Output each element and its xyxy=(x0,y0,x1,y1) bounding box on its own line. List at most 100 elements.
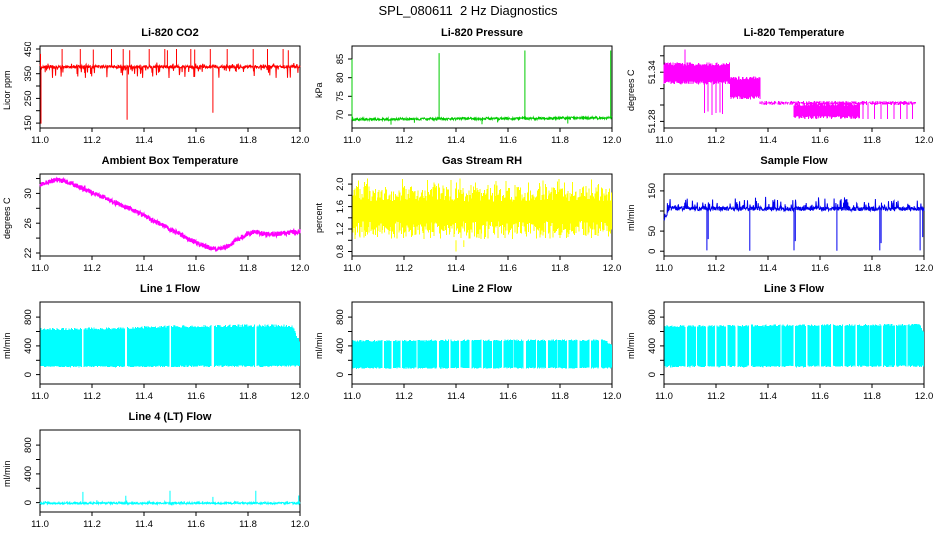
panel-title: Ambient Box Temperature xyxy=(101,155,239,167)
panel-title: Line 1 Flow xyxy=(140,283,200,295)
line-3-flow-plot: 11.0 11.2 11.4 11.6 11.8 12.0 0 400 800 xyxy=(647,301,934,402)
svg-text:11.8: 11.8 xyxy=(863,391,881,402)
svg-text:11.8: 11.8 xyxy=(239,263,257,274)
svg-text:250: 250 xyxy=(23,90,34,106)
svg-text:150: 150 xyxy=(23,115,34,131)
li-820-pressure-plot: 11.0 11.2 11.4 11.6 11.8 12.0 70 75 80 85 xyxy=(335,45,622,146)
sample-flow-plot: 11.0 11.2 11.4 11.6 11.8 12.0 0 50 150 xyxy=(647,173,934,274)
svg-text:11.2: 11.2 xyxy=(395,263,413,274)
svg-text:11.6: 11.6 xyxy=(499,263,517,274)
svg-text:11.8: 11.8 xyxy=(239,519,257,530)
svg-text:22: 22 xyxy=(23,248,34,259)
panel-title: Line 3 Flow xyxy=(764,283,824,295)
li-820-co2-plot: 11.0 11.2 11.4 11.6 11.8 12.0 150 250 350 450 xyxy=(23,42,310,146)
svg-text:12.0: 12.0 xyxy=(603,391,622,402)
svg-text:11.2: 11.2 xyxy=(707,135,725,146)
svg-text:11.6: 11.6 xyxy=(811,135,829,146)
svg-text:11.6: 11.6 xyxy=(499,391,517,402)
line-4-lt-flow-plot: 11.0 11.2 11.4 11.6 11.8 12.0 0 400 800 xyxy=(23,429,310,530)
svg-text:150: 150 xyxy=(647,183,658,199)
svg-text:350: 350 xyxy=(23,66,34,82)
panel-title: Li-820 CO2 xyxy=(141,27,199,39)
svg-text:26: 26 xyxy=(23,218,34,229)
panel-line-3-flow: Line 3 Flow ml/min 11.0 11.2 11.4 11.6 11.8 1… xyxy=(624,282,936,410)
svg-text:0: 0 xyxy=(647,249,658,254)
panel-title: Gas Stream RH xyxy=(441,155,523,167)
svg-text:11.2: 11.2 xyxy=(83,391,101,402)
svg-text:30: 30 xyxy=(23,188,34,199)
svg-text:11.4: 11.4 xyxy=(759,263,777,274)
svg-text:12.0: 12.0 xyxy=(603,135,622,146)
svg-text:11.2: 11.2 xyxy=(395,135,413,146)
svg-text:11.2: 11.2 xyxy=(707,263,725,274)
svg-text:12.0: 12.0 xyxy=(603,263,622,274)
panel-gas-stream-rh: Gas Stream RH percent 11.0 11.2 11.4 11.6 11… xyxy=(312,154,624,282)
svg-text:11.0: 11.0 xyxy=(655,391,673,402)
svg-text:800: 800 xyxy=(647,309,658,325)
svg-text:11.6: 11.6 xyxy=(187,263,205,274)
panel-li-820-temperature: Li-820 Temperature degrees C 11.0 11.2 11.… xyxy=(624,26,936,154)
svg-text:11.0: 11.0 xyxy=(655,263,673,274)
svg-text:11.4: 11.4 xyxy=(447,391,465,402)
svg-text:450: 450 xyxy=(23,42,34,57)
svg-text:75: 75 xyxy=(335,91,346,102)
svg-text:1.2: 1.2 xyxy=(335,222,346,235)
svg-text:11.8: 11.8 xyxy=(239,135,257,146)
svg-text:11.6: 11.6 xyxy=(811,391,829,402)
svg-text:12.0: 12.0 xyxy=(291,519,310,530)
svg-text:11.8: 11.8 xyxy=(863,135,881,146)
svg-text:11.6: 11.6 xyxy=(811,263,829,274)
svg-text:11.8: 11.8 xyxy=(551,263,569,274)
svg-text:11.0: 11.0 xyxy=(343,135,361,146)
svg-text:11.8: 11.8 xyxy=(551,135,569,146)
gas-stream-rh-plot: 11.0 11.2 11.4 11.6 11.8 12.0 0.8 1.2 1.6 2.0 xyxy=(335,173,622,274)
svg-text:12.0: 12.0 xyxy=(915,263,934,274)
svg-text:11.0: 11.0 xyxy=(343,391,361,402)
svg-text:12.0: 12.0 xyxy=(291,263,310,274)
svg-text:400: 400 xyxy=(647,338,658,354)
svg-text:11.6: 11.6 xyxy=(499,135,517,146)
svg-text:11.6: 11.6 xyxy=(187,135,205,146)
svg-text:11.0: 11.0 xyxy=(31,391,49,402)
svg-text:12.0: 12.0 xyxy=(291,391,310,402)
svg-text:11.4: 11.4 xyxy=(447,263,465,274)
svg-text:12.0: 12.0 xyxy=(291,135,310,146)
svg-text:50: 50 xyxy=(647,226,658,237)
svg-text:85: 85 xyxy=(335,54,346,65)
panel-li-820-pressure: Li-820 Pressure kPa 11.0 11.2 11.4 11.6 11.8… xyxy=(312,26,624,154)
panel-li-820-co2: Li-820 CO2 Licor ppm 11.0 11.2 11.4 11.6 11.… xyxy=(0,26,312,154)
panel-line-2-flow: Line 2 Flow ml/min 11.0 11.2 11.4 11.6 11.8 1… xyxy=(312,282,624,410)
svg-text:0: 0 xyxy=(23,500,34,505)
svg-text:51.34: 51.34 xyxy=(647,60,658,84)
panel-line-4-lt-flow: Line 4 (LT) Flow ml/min 11.0 11.2 11.4 11.6… xyxy=(0,410,312,538)
line-1-flow-plot: 11.0 11.2 11.4 11.6 11.8 12.0 0 400 800 xyxy=(23,301,310,402)
svg-text:11.4: 11.4 xyxy=(135,263,153,274)
svg-text:400: 400 xyxy=(23,338,34,354)
svg-text:11.4: 11.4 xyxy=(135,135,153,146)
svg-text:51.28: 51.28 xyxy=(647,110,658,134)
svg-text:0: 0 xyxy=(335,372,346,377)
svg-text:12.0: 12.0 xyxy=(915,391,934,402)
svg-text:11.0: 11.0 xyxy=(31,135,49,146)
svg-text:0: 0 xyxy=(23,372,34,377)
svg-text:800: 800 xyxy=(23,437,34,453)
svg-text:11.6: 11.6 xyxy=(187,391,205,402)
panel-ambient-box-temperature: Ambient Box Temperature degrees C 11.0 11… xyxy=(0,154,312,282)
panel-title: Line 4 (LT) Flow xyxy=(128,411,212,423)
svg-text:0.8: 0.8 xyxy=(335,245,346,258)
svg-text:2.0: 2.0 xyxy=(335,177,346,190)
svg-text:400: 400 xyxy=(23,466,34,482)
svg-text:11.8: 11.8 xyxy=(863,263,881,274)
svg-text:80: 80 xyxy=(335,72,346,83)
svg-text:11.8: 11.8 xyxy=(551,391,569,402)
figure-title: SPL_080611 2 Hz Diagnostics xyxy=(378,3,558,18)
li-820-temperature-plot: 11.0 11.2 11.4 11.6 11.8 12.0 51.28 51.34 xyxy=(647,45,933,146)
svg-text:11.4: 11.4 xyxy=(447,135,465,146)
svg-text:11.6: 11.6 xyxy=(187,519,205,530)
svg-text:800: 800 xyxy=(335,309,346,325)
panel-title: Line 2 Flow xyxy=(452,283,512,295)
panel-sample-flow: Sample Flow ml/min 11.0 11.2 11.4 11.6 11.8 1… xyxy=(624,154,936,282)
svg-text:11.4: 11.4 xyxy=(135,391,153,402)
svg-text:11.4: 11.4 xyxy=(759,135,777,146)
